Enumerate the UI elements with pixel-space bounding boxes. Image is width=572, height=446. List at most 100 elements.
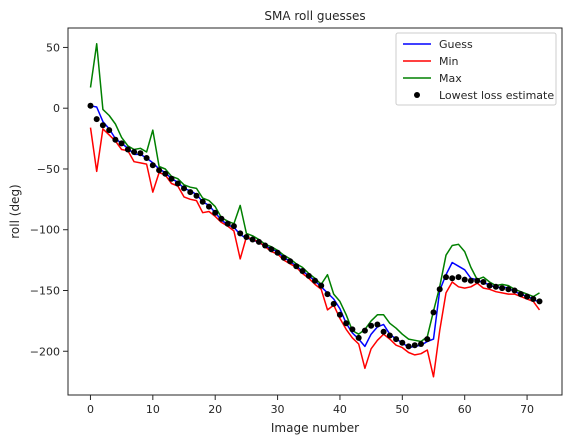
data-point (237, 230, 244, 237)
data-point (193, 192, 200, 199)
data-point (199, 198, 206, 205)
data-point (505, 286, 512, 293)
data-point (467, 277, 474, 284)
data-point (99, 122, 106, 129)
data-point (355, 334, 362, 341)
data-point (168, 175, 175, 182)
y-axis-label: roll (deg) (8, 184, 22, 238)
data-point (312, 277, 318, 284)
y-tick-label: −100 (30, 224, 60, 237)
data-point (499, 285, 506, 292)
x-tick-label: 10 (146, 403, 160, 416)
legend-label-lowest-loss-estimate: Lowest loss estimate (439, 89, 554, 102)
legend-label-max: Max (439, 72, 462, 85)
data-point (218, 215, 225, 222)
data-point (455, 274, 462, 281)
data-point (380, 328, 387, 335)
data-point (118, 140, 125, 147)
data-point (330, 300, 337, 307)
data-point (137, 150, 144, 157)
data-point (106, 127, 113, 134)
y-tick-label: 0 (53, 102, 60, 115)
data-point (492, 283, 499, 290)
data-point (212, 209, 219, 216)
data-point (305, 272, 312, 279)
data-point (143, 155, 150, 161)
data-point (287, 258, 294, 265)
x-tick-label: 40 (333, 403, 347, 416)
data-point (124, 146, 131, 153)
data-point (112, 136, 119, 143)
chart-title: SMA roll guesses (264, 9, 365, 23)
data-point (368, 322, 375, 329)
data-point (318, 282, 325, 289)
data-point (524, 293, 531, 300)
data-point (486, 282, 493, 289)
data-point (324, 291, 331, 298)
data-point (349, 326, 356, 333)
data-point (443, 274, 449, 281)
data-point (436, 286, 443, 293)
legend-label-guess: Guess (439, 38, 473, 51)
x-tick-label: 50 (395, 403, 409, 416)
data-point (474, 277, 481, 284)
data-point (399, 339, 406, 346)
legend-label-min: Min (439, 55, 459, 68)
data-point (280, 254, 287, 261)
data-point (230, 223, 237, 230)
x-axis: 0 10 20 30 40 50 60 70 (87, 395, 534, 416)
data-point (274, 249, 281, 256)
data-point (249, 236, 256, 243)
data-point (268, 246, 275, 253)
data-point (517, 291, 524, 298)
data-point (393, 336, 400, 343)
data-point (374, 321, 381, 328)
data-point (255, 238, 262, 245)
data-point (430, 309, 437, 316)
data-point (361, 327, 368, 334)
data-point (449, 275, 456, 282)
data-point (156, 167, 163, 174)
data-point (480, 279, 487, 285)
x-axis-label: Image number (271, 421, 359, 435)
legend-swatch-lowest-loss-estimate (414, 92, 420, 98)
x-tick-label: 60 (458, 403, 472, 416)
data-point (131, 149, 138, 155)
y-tick-label: −150 (30, 284, 60, 297)
data-point (461, 276, 468, 283)
data-point (336, 311, 343, 318)
data-point (293, 263, 300, 270)
series-layer (87, 43, 543, 378)
data-point (174, 180, 181, 187)
data-point (181, 185, 187, 192)
data-point (411, 342, 418, 349)
data-point (299, 268, 306, 274)
y-tick-label: 50 (46, 41, 60, 54)
data-point (206, 203, 212, 210)
data-point (530, 296, 537, 302)
x-tick-label: 70 (520, 403, 534, 416)
data-point (418, 341, 424, 347)
y-tick-label: −50 (37, 163, 60, 176)
data-point (343, 320, 350, 327)
data-point (262, 242, 269, 249)
data-point (386, 332, 393, 339)
data-point (149, 162, 156, 169)
data-point (224, 220, 231, 227)
data-point (536, 298, 543, 305)
y-axis: 50 0 −50 −100 −150 −200 (30, 41, 68, 358)
data-point (243, 234, 250, 240)
x-tick-label: 20 (208, 403, 222, 416)
data-point (187, 189, 194, 196)
data-point (511, 287, 518, 294)
legend: Guess Min Max Lowest loss estimate (395, 32, 557, 106)
data-point (93, 116, 100, 123)
x-tick-label: 0 (87, 403, 94, 416)
data-point (162, 170, 169, 177)
legend-box (395, 32, 557, 106)
x-tick-label: 30 (271, 403, 285, 416)
data-point (424, 336, 431, 343)
plot-frame (67, 27, 563, 396)
data-point (87, 102, 94, 109)
